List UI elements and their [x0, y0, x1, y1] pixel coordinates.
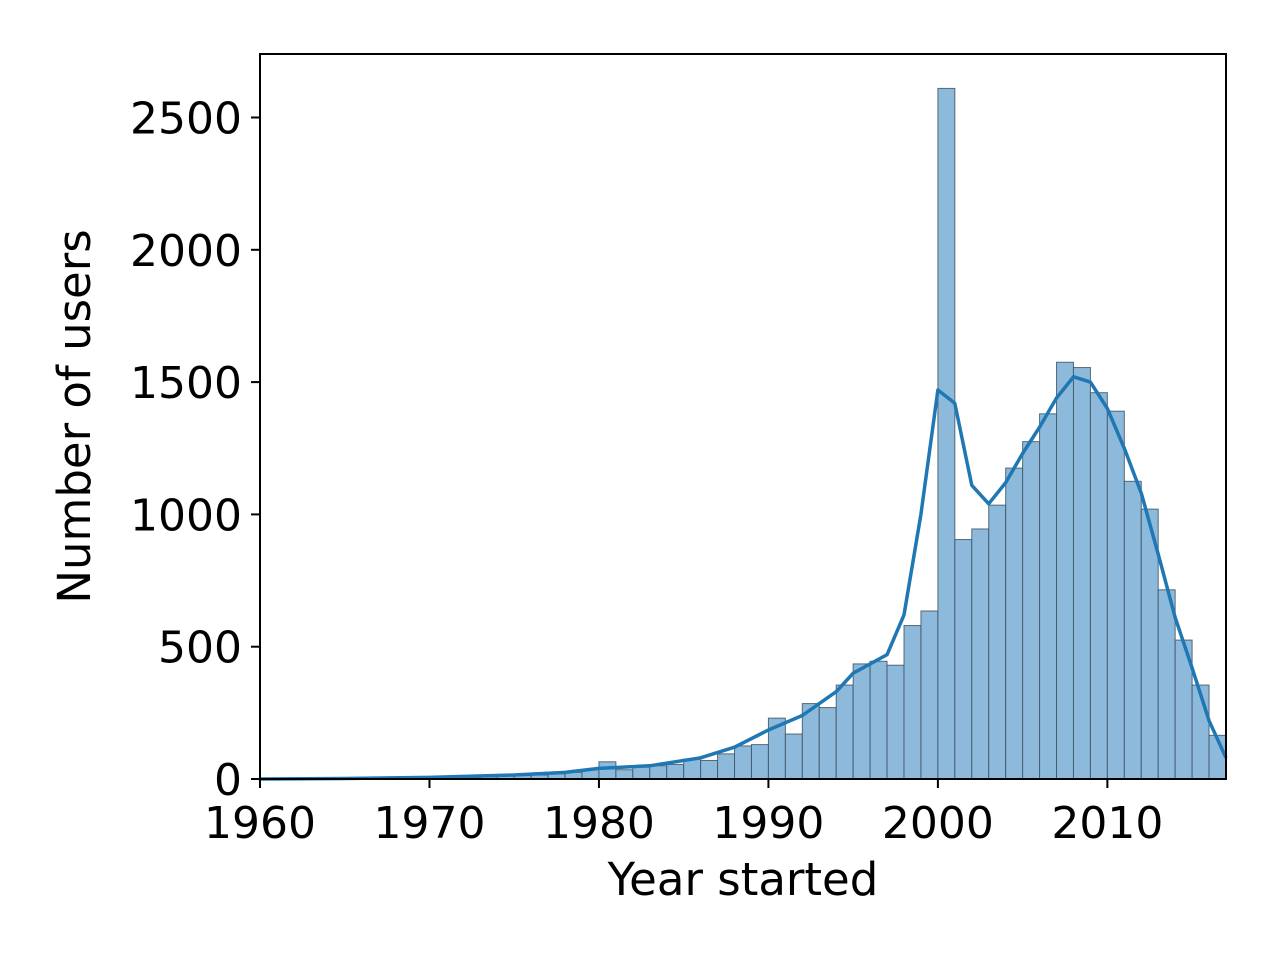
- histogram-bars: [327, 87, 1227, 780]
- x-axis-ticks: 1960 1970 1980 1990 2000 2010: [204, 779, 1163, 849]
- histogram-bar-1996: [869, 660, 888, 780]
- histogram-bar-2002: [971, 528, 990, 780]
- histogram-bar-2013: [1157, 589, 1176, 780]
- histogram-bar-1985: [683, 758, 702, 780]
- x-tick-label: 2010: [1051, 798, 1163, 849]
- y-tick-label: 500: [158, 623, 242, 674]
- histogram-bar-1995: [852, 663, 871, 780]
- x-tick-label: 1990: [712, 798, 824, 849]
- histogram-bar-2008: [1072, 367, 1091, 780]
- histogram-bar-1988: [734, 745, 752, 780]
- histogram-bar-2005: [1022, 441, 1041, 780]
- histogram-bar-1986: [700, 759, 719, 780]
- histogram-bar-1989: [750, 744, 769, 780]
- histogram-bar-2003: [988, 504, 1007, 780]
- x-tick-label: 1970: [373, 798, 485, 849]
- y-axis-label: Number of users: [48, 229, 101, 603]
- histogram-bar-1991: [784, 733, 803, 780]
- histogram-bar-2001: [954, 539, 973, 780]
- y-tick-label: 2500: [130, 94, 242, 145]
- x-axis-label: Year started: [607, 853, 879, 906]
- histogram-bar-2011: [1123, 480, 1142, 780]
- histogram-bar-1998: [903, 625, 922, 780]
- y-axis-ticks: 0 500 1000 1500 2000 2500: [130, 94, 260, 806]
- histogram-bar-2010: [1106, 410, 1125, 780]
- y-tick-label: 1000: [130, 490, 242, 541]
- kde-curve: [259, 375, 1228, 781]
- histogram-bar-1983: [649, 765, 668, 780]
- histogram-bar-1994: [835, 684, 854, 780]
- histogram-bar-1982: [632, 766, 651, 780]
- histogram-bar-1993: [818, 707, 837, 780]
- histogram-bar-1987: [717, 753, 736, 780]
- histogram-bar-2006: [1039, 413, 1058, 780]
- y-tick-label: 1500: [130, 358, 242, 409]
- y-tick-label: 2000: [130, 226, 242, 277]
- histogram-bar-2009: [1089, 392, 1108, 780]
- histogram-bar-2007: [1056, 361, 1074, 780]
- histogram-bar-1997: [886, 664, 905, 780]
- histogram-bar-2004: [1005, 467, 1024, 780]
- x-tick-label: 1980: [543, 798, 655, 849]
- histogram-bar-1999: [920, 610, 939, 780]
- plot-frame: [259, 53, 1227, 780]
- histogram-bar-1981: [615, 769, 634, 780]
- histogram-bar-1980: [598, 761, 617, 780]
- x-tick-label: 1960: [204, 798, 316, 849]
- y-tick-label: 0: [214, 755, 242, 806]
- histogram-bar-2000: [937, 87, 956, 780]
- histogram-bar-1984: [666, 763, 685, 780]
- x-tick-label: 2000: [882, 798, 994, 849]
